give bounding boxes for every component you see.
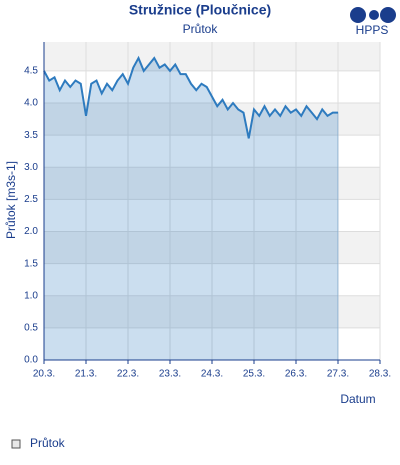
y-tick-label: 1.5 xyxy=(24,258,38,269)
x-axis-label: Datum xyxy=(340,392,375,406)
y-tick-label: 2.0 xyxy=(24,226,38,237)
plot xyxy=(43,42,381,361)
x-tick-label: 20.3. xyxy=(33,369,55,380)
x-tick-label: 23.3. xyxy=(159,369,181,380)
chart-title: Stružnice (Ploučnice) xyxy=(129,2,271,18)
y-axis-label: Průtok [m3s-1] xyxy=(4,161,18,239)
y-tick-label: 0.5 xyxy=(24,323,38,334)
y-tick-label: 0.0 xyxy=(24,355,38,366)
x-tick-label: 21.3. xyxy=(75,369,97,380)
logo-text: HPPS xyxy=(356,23,389,37)
y-tick-label: 1.0 xyxy=(24,290,38,301)
y-tick-label: 2.5 xyxy=(24,194,38,205)
chart-subtitle: Průtok xyxy=(183,22,219,36)
x-tick-label: 25.3. xyxy=(243,369,265,380)
x-tick-label: 24.3. xyxy=(201,369,223,380)
y-tick-label: 3.0 xyxy=(24,162,38,173)
x-tick-label: 28.3. xyxy=(369,369,391,380)
x-tick-label: 27.3. xyxy=(327,369,349,380)
series-line xyxy=(43,55,338,139)
x-tick-label: 26.3. xyxy=(285,369,307,380)
legend-swatch xyxy=(11,439,21,449)
logo-mark xyxy=(350,7,396,23)
legend-label: Průtok xyxy=(30,436,66,450)
x-tick-label: 22.3. xyxy=(117,369,139,380)
y-tick-label: 3.5 xyxy=(24,130,38,141)
y-tick-label: 4.5 xyxy=(24,66,38,77)
y-tick-label: 4.0 xyxy=(24,98,38,109)
